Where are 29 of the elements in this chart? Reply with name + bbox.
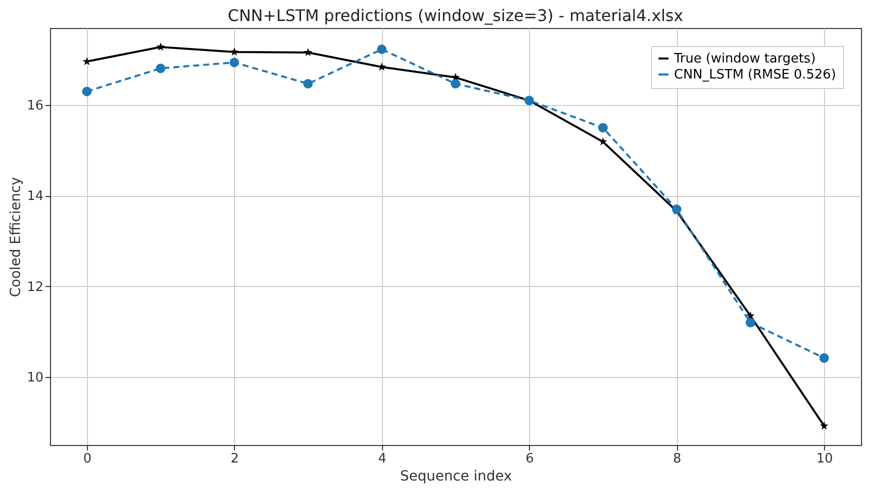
- point: [598, 122, 608, 132]
- point: [598, 137, 608, 146]
- chart-title: CNN+LSTM predictions (window_size=3) - material4.xlsx: [228, 6, 684, 25]
- x-tick-label: 4: [378, 452, 386, 466]
- point: [156, 42, 165, 51]
- point: [82, 86, 92, 96]
- point: [303, 79, 313, 88]
- legend-label: CNN_LSTM (RMSE 0.526): [674, 68, 836, 82]
- y-tick-label: 16: [26, 98, 44, 114]
- point: [820, 421, 828, 430]
- point: [230, 58, 240, 68]
- point: [450, 79, 460, 88]
- point: [377, 44, 387, 54]
- x-tick-label: 8: [673, 452, 682, 466]
- point: [156, 64, 166, 74]
- point: [746, 318, 756, 328]
- point: [819, 353, 829, 363]
- y-tick-label: 10: [26, 370, 44, 386]
- y-tick-label: 14: [26, 189, 44, 204]
- x-tick-label: 0: [83, 452, 92, 466]
- x-tick-label: 6: [526, 452, 534, 466]
- legend-label: True (window targets): [673, 52, 816, 66]
- point: [304, 48, 312, 56]
- x-tick-label: 2: [230, 452, 239, 466]
- point: [230, 48, 239, 56]
- x-tick-label: 10: [816, 452, 833, 466]
- y-tick-label: 12: [26, 280, 44, 295]
- y-axis-title: Cooled Efficiency: [8, 176, 24, 298]
- x-axis-title: Sequence index: [400, 468, 512, 484]
